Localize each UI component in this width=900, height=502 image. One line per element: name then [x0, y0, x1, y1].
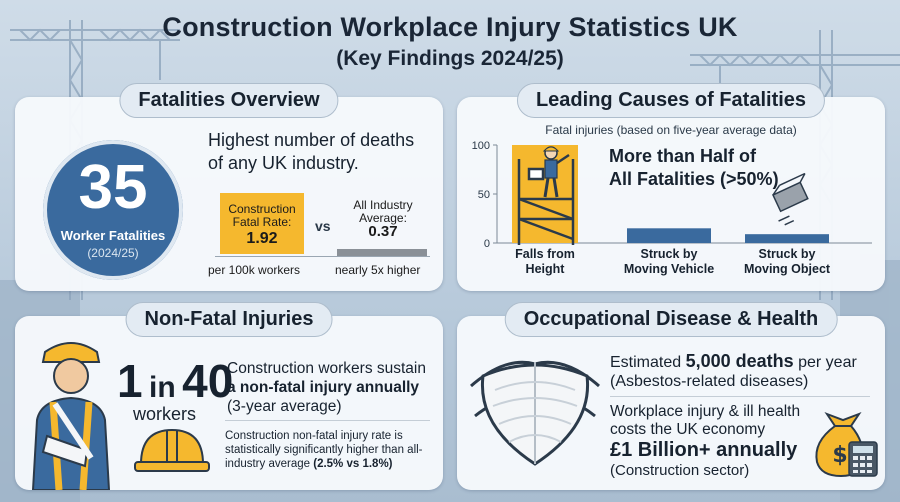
non-fatal-injuries-heading: Non-Fatal Injuries [125, 302, 333, 337]
economy-cost-text: Workplace injury & ill health costs the … [610, 403, 801, 438]
occupational-disease-heading: Occupational Disease & Health [504, 302, 838, 337]
chart-y-tick-label: 0 [484, 238, 490, 250]
rate-unit-note: per 100k workers [208, 263, 301, 277]
svg-text:$: $ [832, 443, 847, 468]
construction-fatal-rate-value: 1.92 [246, 230, 278, 247]
page-subtitle: (Key Findings 2024/25) [336, 47, 564, 70]
non-fatal-injuries-panel: Non-Fatal Injuries 1 in 40 workers Const… [15, 302, 443, 490]
fatalities-overview-panel: Fatalities Overview 35 Worker Fatalities… [15, 83, 443, 291]
fatalities-count-badge: 35 Worker Fatalities (2024/25) [43, 140, 183, 280]
chart-category-label: Moving Object [744, 262, 831, 276]
money-bag-icon: $ [815, 411, 878, 478]
construction-fatal-rate-box: Construction Fatal Rate: 1.92 [220, 193, 304, 254]
comparison-baseline [215, 256, 430, 257]
chart-bar-2 [627, 228, 711, 243]
fatalities-count: 35 [78, 153, 148, 222]
chart-category-label: Moving Vehicle [624, 262, 714, 276]
fatalities-count-year: (2024/25) [87, 246, 139, 260]
falling-block-icon [772, 172, 809, 226]
injured-worker-icon [31, 342, 111, 490]
chart-bar-3 [745, 234, 829, 243]
chart-category-label: Height [526, 262, 566, 276]
chart-y-tick-label: 100 [472, 140, 490, 152]
hard-hat-icon [134, 428, 210, 472]
respirator-mask-icon [470, 360, 600, 466]
worker-on-scaffold-icon [517, 146, 575, 245]
industry-average-value: 0.37 [368, 223, 398, 240]
non-fatal-workers-label: workers [133, 404, 197, 424]
disease-divider [610, 396, 870, 397]
chart-subheading: Fatal injuries (based on five-year avera… [545, 123, 797, 137]
page-title: Construction Workplace Injury Statistics… [162, 12, 738, 42]
chart-category-label: Struck by [759, 247, 816, 261]
comparison-note: nearly 5x higher [335, 263, 421, 277]
chart-category-label: Falls from [515, 247, 575, 261]
industry-average-bar [337, 249, 427, 256]
asbestos-deaths-stat: Estimated 5,000 deaths per year (Asbesto… [610, 351, 857, 391]
non-fatal-ratio: 1 in 40 [117, 355, 234, 407]
economy-cost-sector: (Construction sector) [610, 462, 750, 479]
leading-causes-panel: Leading Causes of Fatalities Fatal injur… [457, 83, 885, 291]
causes-callout: More than Half of All Fatalities (>50%) [609, 146, 779, 189]
non-fatal-divider [225, 420, 430, 421]
chart-y-tick-label: 50 [478, 189, 490, 201]
calculator-icon [848, 441, 878, 477]
vs-label: vs [315, 218, 331, 234]
non-fatal-rate-note: Construction non-fatal injury rate is st… [225, 430, 423, 470]
economy-cost-value: £1 Billion+ annually [610, 439, 798, 461]
fatalities-count-label: Worker Fatalities [60, 228, 166, 243]
leading-causes-heading: Leading Causes of Fatalities [516, 83, 826, 118]
fatalities-overview-heading: Fatalities Overview [119, 83, 339, 118]
industry-average-label: All Industry Average: 0.37 [338, 199, 428, 240]
fatalities-headline: Highest number of deaths of any UK indus… [208, 130, 415, 173]
non-fatal-description: Construction workers sustain a non-fatal… [227, 360, 426, 415]
chart-category-label: Struck by [641, 247, 698, 261]
occupational-disease-panel: Occupational Disease & Health Estimated … [457, 302, 885, 490]
